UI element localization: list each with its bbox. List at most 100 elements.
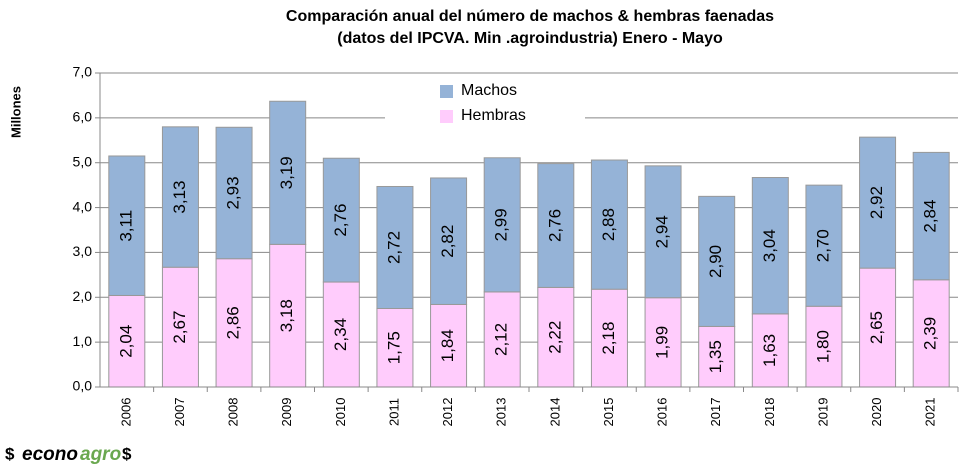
value-label: 1,84	[438, 329, 457, 362]
y-tick-label: 1,0	[73, 333, 93, 349]
bar-segment	[912, 151, 950, 281]
bar-segment	[859, 267, 897, 388]
bar-segment	[430, 177, 468, 305]
x-tick-label: 2006	[118, 398, 133, 427]
value-label: 2,94	[653, 215, 672, 248]
x-tick-label: 2011	[386, 398, 401, 426]
value-label: 3,13	[170, 180, 189, 213]
bar-segment	[537, 163, 575, 288]
x-tick-label: 2012	[440, 398, 455, 427]
y-tick-label: 6,0	[73, 109, 93, 125]
value-label: 3,18	[277, 299, 296, 332]
value-label: 2,84	[921, 200, 940, 233]
value-label: 3,11	[116, 210, 135, 242]
x-tick-label: 2008	[226, 398, 241, 427]
value-label: 2,18	[599, 322, 618, 355]
bar-segment	[376, 308, 414, 388]
value-label: 2,99	[492, 208, 511, 241]
bar-segment	[322, 157, 360, 283]
bar-segment	[698, 325, 736, 388]
bar-segment	[108, 294, 146, 388]
value-label: 2,88	[599, 208, 618, 241]
x-tick-label: 2007	[172, 398, 187, 427]
bar-segment	[322, 281, 360, 388]
value-label: 2,72	[384, 231, 403, 264]
chart-title: Comparación anual del número de machos &…	[286, 8, 774, 25]
legend-label: Hembras	[461, 107, 526, 124]
bar-segment	[108, 155, 146, 296]
bar-segment	[430, 303, 468, 388]
logo-text: $	[122, 444, 132, 463]
value-label: 2,67	[170, 311, 189, 344]
value-label: 2,70	[813, 229, 832, 262]
value-label: 2,92	[867, 186, 886, 219]
logo-text: $	[5, 444, 15, 463]
bar-segment	[483, 157, 521, 293]
x-tick-label: 2015	[601, 398, 616, 427]
logo: $ econo agro $	[5, 444, 132, 465]
value-label: 2,12	[492, 323, 511, 356]
x-tick-label: 2010	[333, 398, 348, 427]
logo-text: econo	[22, 444, 78, 465]
bar-segment	[805, 305, 843, 388]
value-label: 1,80	[813, 330, 832, 363]
value-label: 2,65	[867, 311, 886, 344]
x-tick-label: 2013	[494, 398, 509, 427]
x-tick-label: 2016	[655, 398, 670, 427]
value-label: 2,86	[224, 306, 243, 339]
value-label: 2,76	[545, 209, 564, 242]
value-label: 2,90	[706, 245, 725, 278]
y-tick-label: 0,0	[73, 378, 93, 394]
bar-segment	[161, 126, 199, 268]
value-label: 2,93	[224, 176, 243, 209]
value-label: 3,04	[760, 229, 779, 262]
logo-text: agro	[80, 444, 121, 465]
value-label: 2,34	[331, 318, 350, 351]
bar-segment	[644, 297, 682, 388]
bar-segment	[751, 313, 789, 388]
x-tick-label: 2020	[869, 398, 884, 427]
bar-segment	[644, 165, 682, 299]
legend-label: Machos	[461, 82, 517, 99]
bar-segment	[269, 100, 307, 245]
legend-swatch	[440, 85, 453, 98]
x-tick-label: 2021	[923, 398, 938, 427]
value-label: 2,04	[116, 325, 135, 358]
value-label: 2,82	[438, 225, 457, 258]
bar-segment	[590, 288, 628, 388]
x-tick-label: 2018	[762, 398, 777, 427]
bar-segment	[376, 185, 414, 309]
y-tick-label: 4,0	[73, 198, 93, 214]
y-axis-label: Millones	[8, 86, 23, 138]
bar-segment	[269, 243, 307, 388]
bar-segment	[698, 195, 736, 327]
value-label: 2,76	[331, 204, 350, 237]
legend-swatch	[440, 110, 453, 123]
value-label: 2,22	[545, 321, 564, 354]
value-label: 1,99	[653, 326, 672, 359]
bar-segment	[751, 177, 789, 315]
legend-box	[385, 78, 585, 130]
chart-title: (datos del IPCVA. Min .agroindustria) En…	[337, 30, 723, 47]
x-tick-label: 2019	[815, 398, 830, 427]
bar-segment	[483, 291, 521, 388]
y-tick-label: 2,0	[73, 288, 93, 304]
x-tick-label: 2009	[279, 398, 294, 427]
value-label: 1,35	[706, 340, 725, 373]
value-label: 1,75	[384, 331, 403, 364]
x-tick-label: 2014	[547, 398, 562, 427]
y-tick-label: 5,0	[73, 153, 93, 169]
y-tick-label: 7,0	[73, 64, 93, 80]
value-label: 2,39	[921, 317, 940, 350]
bar-segment	[215, 258, 253, 388]
y-tick-label: 3,0	[73, 243, 93, 259]
bar-segment	[590, 159, 628, 290]
bar-segment	[215, 126, 253, 260]
bar-segment	[805, 184, 843, 307]
bar-segment	[859, 136, 897, 269]
value-label: 3,19	[277, 156, 296, 189]
bar-segment	[912, 279, 950, 388]
x-tick-label: 2017	[708, 398, 723, 427]
value-label: 1,63	[760, 334, 779, 367]
